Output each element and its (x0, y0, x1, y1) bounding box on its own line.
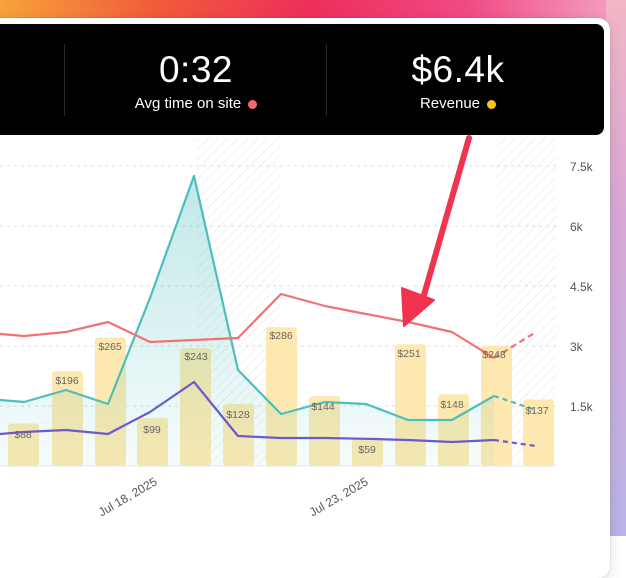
stats-divider (326, 44, 327, 116)
stat-value: $6.4k (411, 49, 505, 90)
bar-value-label: $59 (358, 444, 376, 456)
stat-revenue[interactable]: $6.4k Revenue (360, 48, 556, 114)
status-dot-icon (487, 99, 497, 109)
y-tick-label: 6k (570, 220, 584, 234)
stat-label-row: Revenue (360, 94, 556, 114)
y-tick-label: 7.5k (570, 160, 594, 174)
time-line-forecast (493, 394, 537, 412)
bar-value-label: $251 (397, 348, 421, 360)
bar-value-label: $99 (143, 424, 161, 436)
status-dot-icon (248, 99, 258, 109)
revenue-line-forecast (493, 331, 537, 359)
y-tick-label: 3k (570, 340, 584, 354)
stats-divider (64, 44, 65, 116)
chart-bar (523, 399, 554, 466)
bar-value-label: $88 (14, 429, 32, 441)
bar-value-label: $128 (226, 409, 250, 421)
window-background-edge (606, 0, 626, 536)
bar-value-label: $243 (184, 351, 208, 363)
annotation-arrow-head (401, 287, 435, 327)
stat-value: 0:32 (158, 49, 233, 90)
y-tick-label: 1.5k (570, 400, 594, 414)
y-tick-label: 4.5k (570, 280, 594, 294)
stats-bar: 0:32 Avg time on site $6.4k Revenue (0, 24, 604, 135)
visitors-line (0, 380, 495, 444)
bar-value-label: $148 (440, 399, 464, 411)
stat-avg-time[interactable]: 0:32 Avg time on site (98, 48, 294, 114)
x-tick-label: Jul 23, 2025 (307, 474, 371, 519)
bar-value-label: $196 (55, 375, 79, 387)
bar-value-label: $265 (98, 341, 122, 353)
bar-value-label: $144 (311, 401, 335, 413)
time-line (0, 174, 495, 422)
revenue-chart: 7.5k 6k 4.5k 3k 1.5k $88 $196 $265 $99 $243 $128 $2… (0, 135, 594, 519)
stat-label: Avg time on site (134, 95, 242, 112)
bar-value-label: $248 (482, 349, 506, 361)
bar-value-label: $286 (269, 330, 293, 342)
bar-value-label: $137 (525, 405, 549, 417)
time-area (0, 176, 494, 466)
x-tick-label: Jul 18, 2025 (96, 474, 160, 519)
stat-label: Revenue (419, 95, 481, 112)
visitors-line-forecast (493, 438, 537, 448)
stat-label-row: Avg time on site (98, 94, 294, 114)
annotation-arrow-shaft (419, 135, 472, 305)
